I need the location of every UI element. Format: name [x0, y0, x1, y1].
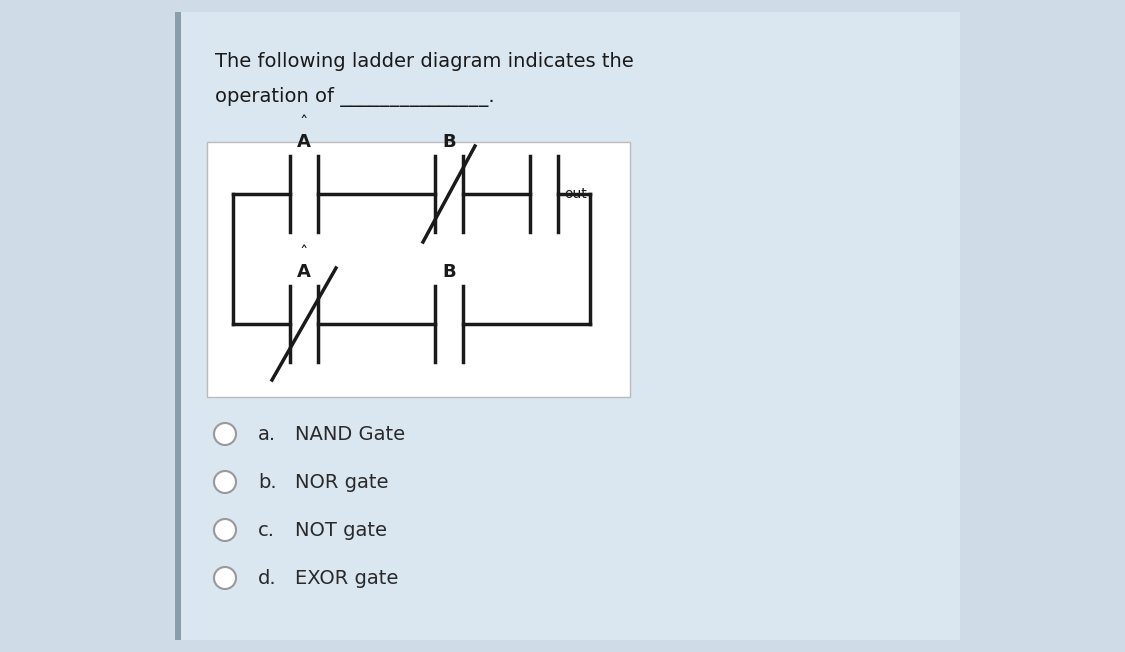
Text: operation of _______________.: operation of _______________. [215, 87, 495, 107]
Text: NOR gate: NOR gate [295, 473, 388, 492]
Circle shape [214, 567, 236, 589]
Text: B: B [442, 133, 456, 151]
Bar [176, 12, 181, 640]
Text: c.: c. [258, 520, 274, 539]
Text: EXOR gate: EXOR gate [295, 569, 398, 587]
Bar [207, 142, 630, 397]
Text: B: B [442, 263, 456, 281]
Text: b.: b. [258, 473, 277, 492]
Text: The following ladder diagram indicates the: The following ladder diagram indicates t… [215, 52, 633, 71]
Text: out: out [564, 187, 587, 201]
Text: ˆ: ˆ [299, 245, 308, 263]
Text: NAND Gate: NAND Gate [295, 424, 405, 443]
FancyBboxPatch shape [176, 12, 960, 640]
Text: NOT gate: NOT gate [295, 520, 387, 539]
Text: a.: a. [258, 424, 276, 443]
Text: A: A [297, 263, 310, 281]
Circle shape [214, 519, 236, 541]
Text: d.: d. [258, 569, 277, 587]
Text: A: A [297, 133, 310, 151]
Circle shape [214, 471, 236, 493]
Circle shape [214, 423, 236, 445]
Text: ˆ: ˆ [299, 115, 308, 133]
